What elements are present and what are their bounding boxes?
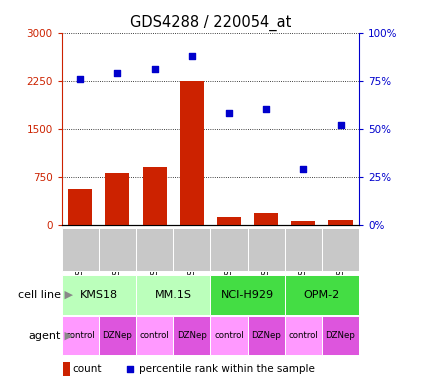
Text: NCI-H929: NCI-H929 (221, 290, 274, 300)
Bar (136, 228, 173, 271)
Bar (62, 228, 99, 271)
Bar (68, 189, 92, 225)
Point (114, 70, 121, 76)
Bar (99, 228, 136, 271)
Text: MM.1S: MM.1S (155, 290, 192, 300)
Text: DZNep: DZNep (177, 331, 207, 340)
Bar (63, 362, 70, 376)
Bar (142, 167, 167, 225)
Bar (247, 228, 285, 271)
Bar (217, 217, 241, 225)
Text: KMS18: KMS18 (80, 290, 118, 300)
Text: percentile rank within the sample: percentile rank within the sample (139, 364, 315, 374)
Text: ▶: ▶ (61, 290, 73, 300)
Text: DZNep: DZNep (251, 331, 281, 340)
Bar (285, 316, 322, 355)
Text: control: control (289, 331, 318, 340)
Bar (210, 228, 247, 271)
Bar (105, 174, 130, 225)
Point (300, 166, 307, 172)
Point (188, 53, 195, 59)
Point (337, 122, 344, 128)
Text: control: control (140, 331, 170, 340)
Point (77, 76, 84, 82)
Bar (247, 316, 285, 355)
Text: agent: agent (28, 331, 61, 341)
Bar (285, 228, 322, 271)
Point (151, 66, 158, 72)
Bar (62, 316, 99, 355)
Bar (210, 275, 285, 315)
Text: ▶: ▶ (61, 331, 73, 341)
Text: DZNep: DZNep (102, 331, 132, 340)
Bar (285, 275, 359, 315)
Bar (322, 316, 359, 355)
Text: control: control (214, 331, 244, 340)
Title: GDS4288 / 220054_at: GDS4288 / 220054_at (130, 15, 291, 31)
Bar (173, 316, 210, 355)
Point (127, 366, 134, 372)
Bar (136, 316, 173, 355)
Text: OPM-2: OPM-2 (304, 290, 340, 300)
Point (263, 106, 269, 113)
Text: count: count (72, 364, 102, 374)
Bar (322, 228, 359, 271)
Bar (136, 275, 210, 315)
Bar (210, 316, 247, 355)
Point (226, 110, 232, 116)
Text: cell line: cell line (18, 290, 61, 300)
Bar (62, 275, 136, 315)
Bar (99, 316, 136, 355)
Text: DZNep: DZNep (326, 331, 355, 340)
Text: control: control (65, 331, 95, 340)
Bar (180, 81, 204, 225)
Bar (291, 221, 315, 225)
Bar (329, 220, 353, 225)
Bar (173, 228, 210, 271)
Bar (254, 213, 278, 225)
